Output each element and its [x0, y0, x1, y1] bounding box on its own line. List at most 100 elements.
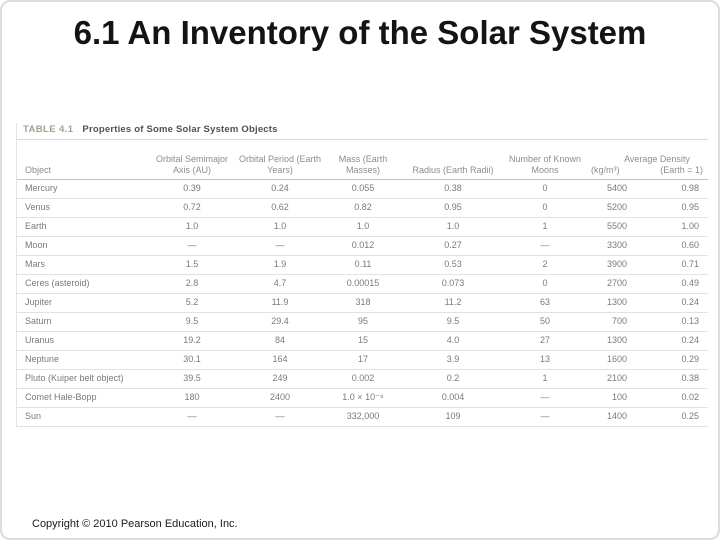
table-cell: 1300	[606, 297, 627, 307]
table-cell: —	[540, 392, 550, 402]
table-cell: 1600	[606, 354, 627, 364]
column-header-radius: Radius (Earth Radii)	[412, 165, 494, 175]
column-header-density-group: Average Density (kg/m³) (Earth = 1)	[587, 154, 709, 176]
table-body: Mercury 0.39 0.24 0.055 0.38 0 5400 0.98 Venus 0.…	[17, 180, 708, 427]
table-cell: Uranus	[25, 335, 55, 345]
table-cell: 5200	[606, 202, 627, 212]
column-header-orbital-period: Orbital Period (Earth Years)	[238, 154, 322, 175]
table-cell: 0.055	[351, 183, 375, 193]
table-cell: 19.2	[183, 335, 201, 345]
table-cell: 0.71	[681, 259, 699, 269]
table-cell: 1.0 × 10⁻⁹	[342, 392, 384, 402]
table-cell: Jupiter	[25, 297, 53, 307]
table-row: Saturn 9.5 29.4 95 9.5 50 700 0.13	[17, 313, 708, 332]
column-header-density-earth: (Earth = 1)	[660, 165, 703, 175]
table-cell: 17	[357, 354, 368, 364]
table-cell: 700	[611, 316, 627, 326]
table-row: Moon — — 0.012 0.27 — 3300 0.60	[17, 237, 708, 256]
table-cell: 39.5	[183, 373, 201, 383]
table-cell: 1400	[606, 411, 627, 421]
table-cell: 0.27	[444, 240, 462, 250]
table-cell: 0.38	[444, 183, 462, 193]
column-header-density-kgm3: (kg/m³)	[591, 165, 620, 175]
table-cell: 109	[445, 411, 461, 421]
table-cell: 15	[357, 335, 368, 345]
table-cell: 1.0	[356, 221, 370, 231]
density-group-title: Average Density	[624, 154, 690, 164]
table-cell: 0.39	[183, 183, 201, 193]
table-cell: 0	[542, 183, 548, 193]
table-cell: 164	[272, 354, 288, 364]
table-cell: 0.002	[351, 373, 375, 383]
table-cell: 11.2	[444, 297, 462, 307]
table-cell: 0.95	[444, 202, 462, 212]
table-cell: Mars	[25, 259, 45, 269]
table-cell: 50	[539, 316, 550, 326]
copyright-text: Copyright © 2010 Pearson Education, Inc.	[32, 518, 238, 530]
table-row: Comet Hale-Bopp 180 2400 1.0 × 10⁻⁹ 0.004 — 10…	[17, 389, 708, 408]
table-cell: 0.38	[681, 373, 699, 383]
table-caption-label: TABLE 4.1	[23, 124, 74, 135]
table-cell: 4.0	[446, 335, 460, 345]
table-cell: 5400	[606, 183, 627, 193]
table-cell: 0.24	[681, 297, 699, 307]
table-row: Venus 0.72 0.62 0.82 0.95 0 5200 0.95	[17, 199, 708, 218]
table-cell: Venus	[25, 202, 51, 212]
table-cell: 95	[357, 316, 368, 326]
table-cell: 100	[611, 392, 627, 402]
table-cell: 5.2	[185, 297, 199, 307]
table-cell: 1	[542, 373, 548, 383]
table-cell: —	[275, 240, 285, 250]
table-cell: 0.95	[681, 202, 699, 212]
table-cell: —	[187, 240, 197, 250]
table-cell: 1300	[606, 335, 627, 345]
table-cell: 0.11	[354, 259, 372, 269]
table-row: Mars 1.5 1.9 0.11 0.53 2 3900 0.71	[17, 256, 708, 275]
table-cell: Mercury	[25, 183, 58, 193]
table-cell: 2400	[269, 392, 291, 402]
table-cell: 3.9	[446, 354, 460, 364]
column-header-semimajor-axis: Orbital Semimajor Axis (AU)	[155, 154, 229, 175]
table-cell: 0.98	[681, 183, 699, 193]
table-cell: 1.5	[185, 259, 199, 269]
table-row: Ceres (asteroid) 2.8 4.7 0.00015 0.073 0 2700 0…	[17, 275, 708, 294]
table-cell: 1.0	[273, 221, 287, 231]
table-cell: 0.60	[681, 240, 699, 250]
table-cell: 5500	[606, 221, 627, 231]
table-cell: 13	[539, 354, 550, 364]
table-cell: Moon	[25, 240, 48, 250]
table-cell: Saturn	[25, 316, 52, 326]
table-cell: 1.0	[185, 221, 199, 231]
table-cell: 0	[542, 278, 548, 288]
table-cell: 0	[542, 202, 548, 212]
table-cell: 2.8	[185, 278, 199, 288]
table-cell: 11.9	[271, 297, 289, 307]
table-cell: 318	[355, 297, 371, 307]
table-cell: 29.4	[271, 316, 289, 326]
table-row: Mercury 0.39 0.24 0.055 0.38 0 5400 0.98	[17, 180, 708, 199]
table-cell: —	[540, 411, 550, 421]
table-row: Earth 1.0 1.0 1.0 1.0 1 5500 1.00	[17, 218, 708, 237]
table-cell: 332,000	[346, 411, 380, 421]
table-row: Pluto (Kuiper belt object) 39.5 249 0.002 0.…	[17, 370, 708, 389]
density-subheaders: (kg/m³) (Earth = 1)	[587, 165, 709, 176]
table-cell: 1	[542, 221, 548, 231]
table-cell: 0.82	[354, 202, 372, 212]
table-cell: 1.0	[446, 221, 460, 231]
table-cell: 9.5	[446, 316, 460, 326]
table-row: Jupiter 5.2 11.9 318 11.2 63 1300 0.24	[17, 294, 708, 313]
table-cell: Neptune	[25, 354, 60, 364]
table-cell: 249	[272, 373, 288, 383]
column-header-mass: Mass (Earth Masses)	[338, 154, 388, 175]
table-cell: 2	[542, 259, 548, 269]
table-cell: 0.62	[271, 202, 289, 212]
table-cell: 0.49	[681, 278, 699, 288]
table-cell: 9.5	[185, 316, 199, 326]
table-cell: 2100	[606, 373, 627, 383]
column-header-moons: Number of Known Moons	[508, 154, 582, 175]
table-cell: 63	[539, 297, 550, 307]
table-cell: 3900	[606, 259, 627, 269]
table-cell: Pluto (Kuiper belt object)	[25, 373, 124, 383]
table-cell: 0.012	[351, 240, 375, 250]
